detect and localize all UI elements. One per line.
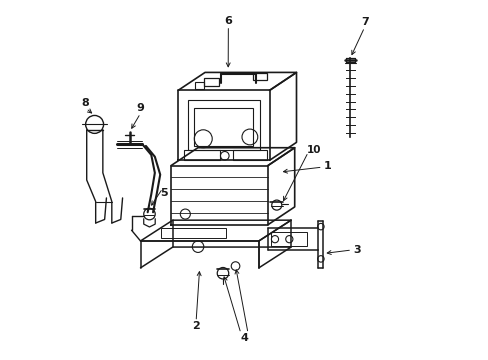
Text: 7: 7 xyxy=(360,17,368,27)
Text: 8: 8 xyxy=(81,98,89,108)
Text: 3: 3 xyxy=(353,245,361,255)
Text: 6: 6 xyxy=(224,16,232,26)
Text: 2: 2 xyxy=(192,321,200,331)
Bar xyxy=(271,232,306,246)
Text: 9: 9 xyxy=(136,103,144,113)
Bar xyxy=(203,78,218,86)
Bar xyxy=(233,150,266,160)
Text: 5: 5 xyxy=(160,188,167,198)
Bar xyxy=(183,150,220,160)
Bar xyxy=(195,82,203,89)
Bar xyxy=(161,228,225,238)
Bar xyxy=(252,73,266,81)
Bar xyxy=(194,108,253,146)
Bar xyxy=(188,100,259,150)
Text: 1: 1 xyxy=(324,161,331,171)
Text: 10: 10 xyxy=(306,144,321,154)
Text: 4: 4 xyxy=(240,333,248,343)
